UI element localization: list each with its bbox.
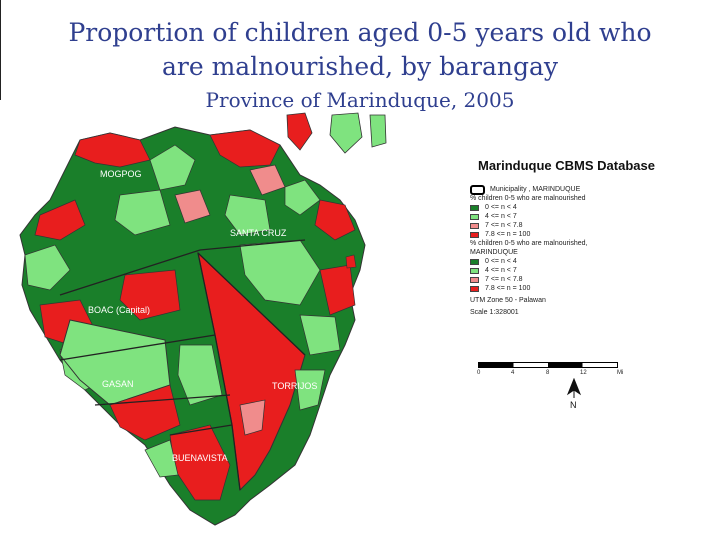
island-east-small — [345, 254, 357, 269]
region-ne-light — [149, 144, 196, 191]
swatch-pink — [470, 276, 479, 283]
region-light-south-2 — [144, 439, 179, 478]
legend-item-label: 4 <= n < 7 — [485, 267, 517, 274]
legend-item-label: 7 <= n < 7.8 — [485, 276, 523, 283]
legend-item-label: 7.8 <= n = 100 — [485, 231, 531, 238]
region-light-south-1 — [177, 344, 223, 406]
title-line-1: Proportion of children aged 0-5 years ol… — [68, 18, 652, 47]
label-santa-cruz: SANTA CRUZ — [230, 228, 287, 238]
legend-item: 7.8 <= n = 100 — [470, 230, 720, 239]
island-northeast-light-2 — [369, 114, 387, 148]
island-northeast-light-1 — [329, 112, 363, 154]
label-gasan: GASAN — [102, 379, 134, 389]
legend-scale: Scale 1:328001 — [470, 309, 519, 316]
legend-item-label: 4 <= n < 7 — [485, 213, 517, 220]
region-light-2 — [284, 179, 321, 216]
legend-item: 4 <= n < 7 — [470, 212, 720, 221]
legend-item-label: 0 <= n < 4 — [485, 204, 517, 211]
left-edge-line — [0, 0, 1, 100]
swatch-red — [470, 285, 479, 292]
region-pink-center — [174, 189, 211, 224]
legend-item-label: 7 <= n < 7.8 — [485, 222, 523, 229]
legend-item-label: 7.8 <= n = 100 — [485, 285, 531, 292]
swatch-dark-green — [470, 204, 479, 211]
legend-item: 7.8 <= n = 100 — [470, 284, 720, 293]
legend-section2-title-b: MARINDUQUE — [470, 249, 518, 256]
scale-tick: 12 — [580, 370, 587, 376]
legend-item-label: 0 <= n < 4 — [485, 258, 517, 265]
region-light-se — [294, 369, 326, 411]
scale-tick: 0 — [477, 370, 481, 376]
scale-tick: 4 — [511, 370, 515, 376]
legend-municipality-label: Municipality , MARINDUQUE — [490, 186, 581, 193]
region-red-south-1 — [109, 384, 181, 441]
legend-municipality: Municipality , MARINDUQUE — [470, 184, 720, 195]
region-light-east — [299, 314, 341, 356]
region-mogpog-north — [74, 132, 151, 168]
municipal-boundaries — [59, 239, 306, 491]
legend-utm: UTM Zone 50 - Palawan — [470, 297, 546, 304]
legend-section2-title-a: % children 0-5 who are malnourished, — [470, 240, 588, 247]
region-light-west — [24, 244, 71, 291]
scale-tick: Mi — [617, 370, 624, 376]
north-arrow-icon: N — [566, 378, 582, 410]
region-red-3 — [314, 199, 356, 241]
region-red-west — [34, 199, 86, 241]
title-line-3: Province of Marinduque, 2005 — [205, 88, 515, 112]
swatch-dark-green — [470, 258, 479, 265]
legend-title: Marinduque CBMS Database — [478, 158, 655, 173]
marinduque-barangay-map: MOGPOG SANTA CRUZ BOAC (Capital) GASAN T… — [19, 112, 387, 526]
map-legend: Marinduque CBMS Database Municipality , … — [470, 158, 720, 317]
region-light-center-2 — [224, 194, 271, 236]
title-line-2: are malnourished, by barangay — [162, 52, 558, 81]
region-northeast — [209, 129, 281, 168]
label-boac: BOAC (Capital) — [88, 305, 150, 315]
legend-section1-title: % children 0-5 who are malnourished — [470, 195, 586, 202]
scale-bar — [478, 362, 618, 368]
swatch-red — [470, 231, 479, 238]
region-boac-red-2 — [119, 269, 181, 321]
label-buenavista: BUENAVISTA — [172, 453, 228, 463]
scale-tick: 8 — [546, 370, 550, 376]
north-label: N — [570, 400, 577, 410]
swatch-light-green — [470, 267, 479, 274]
region-pink-south — [239, 399, 266, 436]
island-northeast-red — [286, 112, 313, 151]
label-torrijos: TORRIJOS — [272, 381, 317, 391]
legend-item: 0 <= n < 4 — [470, 257, 720, 266]
legend-item: 7 <= n < 7.8 — [470, 275, 720, 284]
municipality-swatch — [470, 184, 485, 195]
region-red-east — [319, 264, 356, 316]
legend-item: 7 <= n < 7.8 — [470, 221, 720, 230]
region-light-center-1 — [114, 189, 171, 236]
swatch-pink — [470, 222, 479, 229]
label-mogpog: MOGPOG — [100, 169, 142, 179]
legend-item: 4 <= n < 7 — [470, 266, 720, 275]
swatch-light-green — [470, 213, 479, 220]
legend-item: 0 <= n < 4 — [470, 203, 720, 212]
